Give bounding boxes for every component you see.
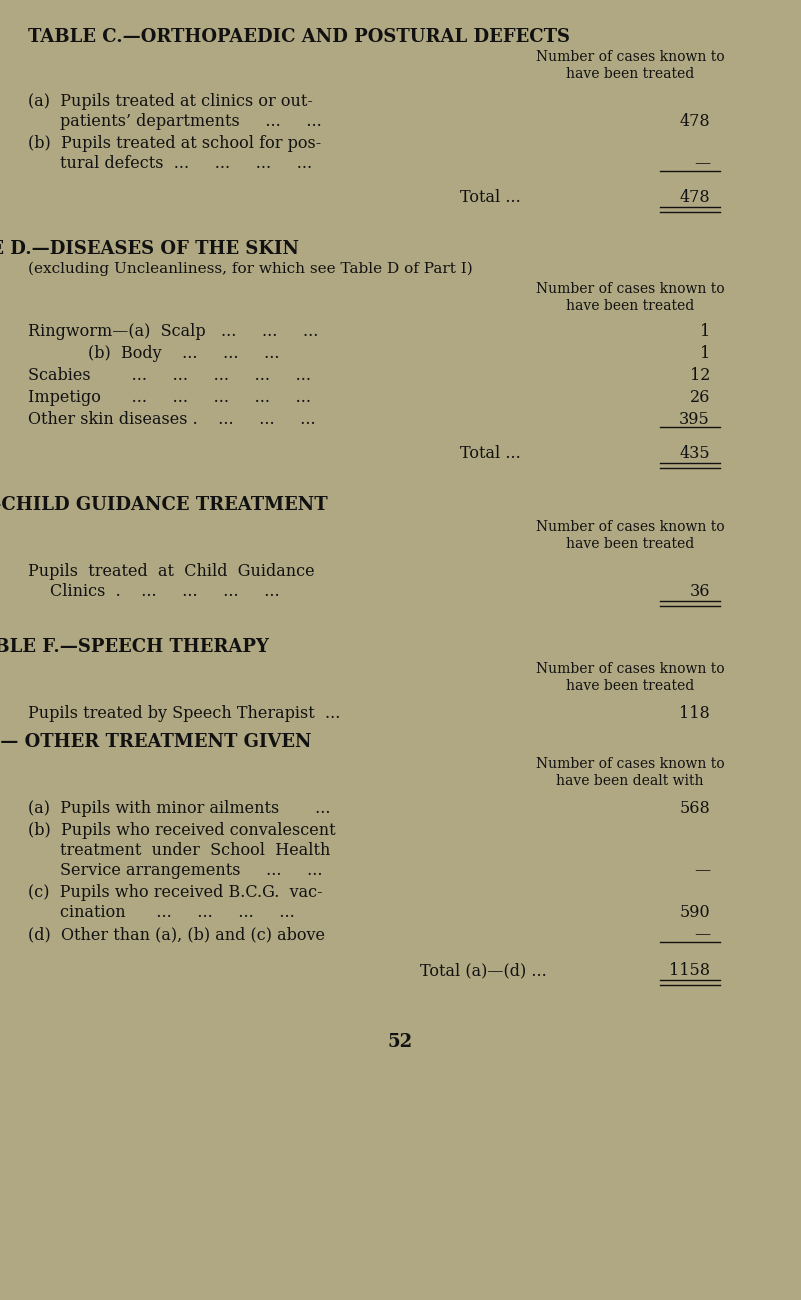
Text: 1: 1 (700, 322, 710, 341)
Text: Total (a)—(d) ...: Total (a)—(d) ... (420, 962, 547, 979)
Text: TABLE C.—ORTHOPAEDIC AND POSTURAL DEFECTS: TABLE C.—ORTHOPAEDIC AND POSTURAL DEFECT… (28, 29, 570, 46)
Text: have been treated: have been treated (566, 679, 694, 693)
Text: 1158: 1158 (669, 962, 710, 979)
Text: cination      ...     ...     ...     ...: cination ... ... ... ... (60, 903, 295, 920)
Text: Total ...: Total ... (460, 445, 521, 461)
Text: —: — (694, 155, 710, 172)
Text: 478: 478 (679, 188, 710, 205)
Text: (d)  Other than (a), (b) and (c) above: (d) Other than (a), (b) and (c) above (28, 926, 325, 942)
Text: Ringworm—(a)  Scalp   ...     ...     ...: Ringworm—(a) Scalp ... ... ... (28, 322, 318, 341)
Text: Scabies        ...     ...     ...     ...     ...: Scabies ... ... ... ... ... (28, 367, 311, 384)
Text: Number of cases known to: Number of cases known to (536, 520, 724, 534)
Text: 568: 568 (679, 800, 710, 816)
Text: TABLE D.—DISEASES OF THE SKIN: TABLE D.—DISEASES OF THE SKIN (0, 240, 300, 257)
Text: 478: 478 (679, 113, 710, 130)
Text: 52: 52 (388, 1034, 413, 1050)
Text: (excluding Uncleanliness, for which see Table D of Part I): (excluding Uncleanliness, for which see … (28, 263, 473, 277)
Text: (c)  Pupils who received B.C.G.  vac-: (c) Pupils who received B.C.G. vac- (28, 884, 323, 901)
Text: 12: 12 (690, 367, 710, 384)
Text: 26: 26 (690, 389, 710, 406)
Text: Pupils treated by Speech Therapist  ...: Pupils treated by Speech Therapist ... (28, 705, 340, 722)
Text: Number of cases known to: Number of cases known to (536, 757, 724, 771)
Text: 590: 590 (679, 903, 710, 920)
Text: TABLE F.—SPEECH THERAPY: TABLE F.—SPEECH THERAPY (0, 638, 268, 656)
Text: Clinics  .    ...     ...     ...     ...: Clinics . ... ... ... ... (50, 582, 280, 601)
Text: 395: 395 (679, 411, 710, 428)
Text: (b)  Pupils who received convalescent: (b) Pupils who received convalescent (28, 822, 336, 838)
Text: tural defects  ...     ...     ...     ...: tural defects ... ... ... ... (60, 155, 312, 172)
Text: Number of cases known to: Number of cases known to (536, 662, 724, 676)
Text: 36: 36 (690, 582, 710, 601)
Text: 1: 1 (700, 344, 710, 361)
Text: (a)  Pupils treated at clinics or out-: (a) Pupils treated at clinics or out- (28, 94, 313, 111)
Text: —: — (694, 862, 710, 879)
Text: have been treated: have been treated (566, 537, 694, 551)
Text: have been treated: have been treated (566, 299, 694, 313)
Text: Impetigo      ...     ...     ...     ...     ...: Impetigo ... ... ... ... ... (28, 389, 311, 406)
Text: Number of cases known to: Number of cases known to (536, 49, 724, 64)
Text: have been dealt with: have been dealt with (556, 774, 704, 788)
Text: treatment  under  School  Health: treatment under School Health (60, 842, 330, 859)
Text: Pupils  treated  at  Child  Guidance: Pupils treated at Child Guidance (28, 563, 315, 580)
Text: 435: 435 (679, 445, 710, 461)
Text: TABLE E.—CHILD GUIDANCE TREATMENT: TABLE E.—CHILD GUIDANCE TREATMENT (0, 497, 328, 514)
Text: (a)  Pupils with minor ailments       ...: (a) Pupils with minor ailments ... (28, 800, 331, 816)
Text: have been treated: have been treated (566, 68, 694, 81)
Text: (b)  Pupils treated at school for pos-: (b) Pupils treated at school for pos- (28, 135, 321, 152)
Text: —: — (694, 926, 710, 942)
Text: (b)  Body    ...     ...     ...: (b) Body ... ... ... (88, 344, 280, 361)
Text: Total ...: Total ... (460, 188, 521, 205)
Text: patients’ departments     ...     ...: patients’ departments ... ... (60, 113, 322, 130)
Text: TABLE G.— OTHER TREATMENT GIVEN: TABLE G.— OTHER TREATMENT GIVEN (0, 733, 312, 751)
Text: Other skin diseases .    ...     ...     ...: Other skin diseases . ... ... ... (28, 411, 316, 428)
Text: Service arrangements     ...     ...: Service arrangements ... ... (60, 862, 323, 879)
Text: Number of cases known to: Number of cases known to (536, 282, 724, 296)
Text: 118: 118 (679, 705, 710, 722)
